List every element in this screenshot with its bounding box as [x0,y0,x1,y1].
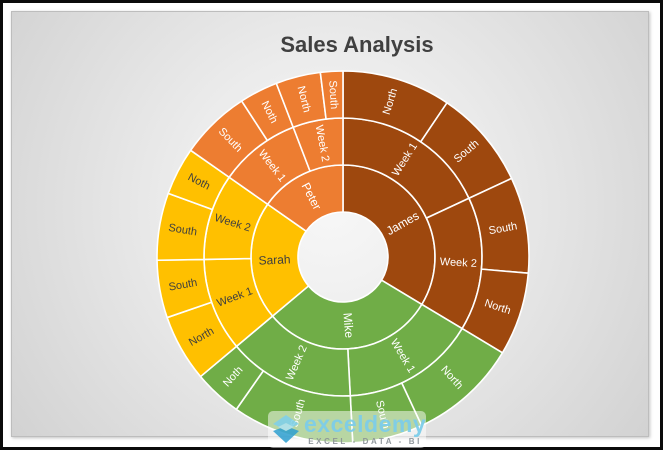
segment-label: South [168,277,198,294]
watermark-tagline: EXCEL - DATA - BI [308,437,422,446]
segment-label: South [168,222,198,239]
watermark: exceldemy EXCEL - DATA - BI [268,411,426,448]
segment-peter-week-2-south[interactable] [319,70,344,120]
exceldemy-diamond-logo-icon [273,414,299,443]
segment-label: Sarah [258,252,291,267]
watermark-text: exceldemy EXCEL - DATA - BI [304,413,426,446]
chart-title: Sales Analysis [280,32,434,57]
segment-label: South [326,80,340,109]
chart-area: Sales Analysis North South Week 1 South Nort… [11,11,649,448]
watermark-brand: exceldemy [304,411,427,437]
segment-label: South [488,220,518,237]
segment-label: Week 2 [440,256,478,270]
screenshot-frame: Sales Analysis North South Week 1 South Nort… [0,0,663,450]
segment-label: Mike [340,312,356,339]
